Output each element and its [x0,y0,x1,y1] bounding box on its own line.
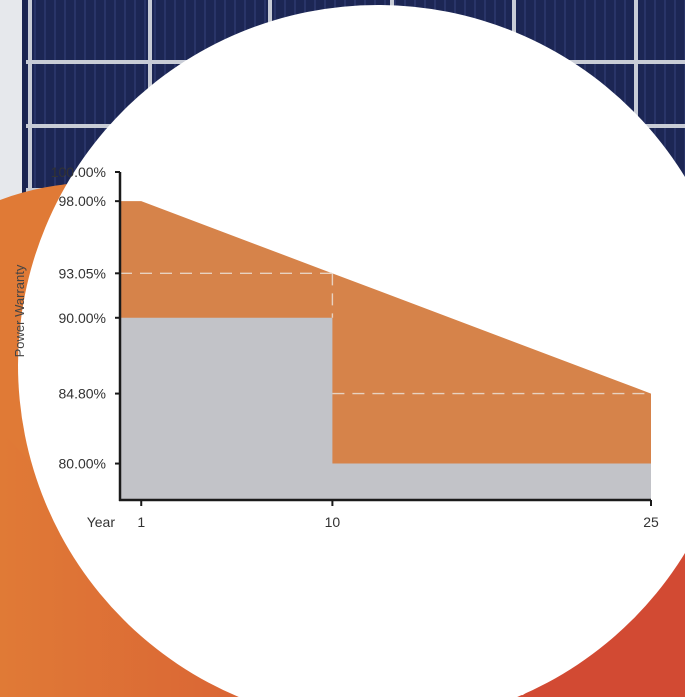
x-tick-label: 1 [137,514,145,530]
chart-areas [120,201,651,500]
y-tick-label: 93.05% [59,265,106,281]
y-tick-label: 98.00% [59,193,106,209]
y-axis-title: Power Warranty [12,264,27,357]
y-tick-label: 90.00% [59,310,106,326]
x-tick-label: 25 [643,514,659,530]
y-tick-label: 80.00% [59,456,106,472]
x-tick-labels: 1 10 25 [137,500,659,530]
y-tick-label: 100.00% [51,164,106,180]
reference-lines [120,272,651,395]
x-axis-label: Year [87,514,116,530]
panel-frame [0,0,22,200]
accent-swoosh-right [520,500,685,697]
y-tick-labels: 100.00% 98.00% 93.05% 90.00% 84.80% 80.00% [51,164,120,472]
series-baseline-area [120,317,651,500]
chart-axes [118,172,651,502]
x-tick-label: 10 [325,514,341,530]
y-tick-label: 84.80% [59,386,106,402]
